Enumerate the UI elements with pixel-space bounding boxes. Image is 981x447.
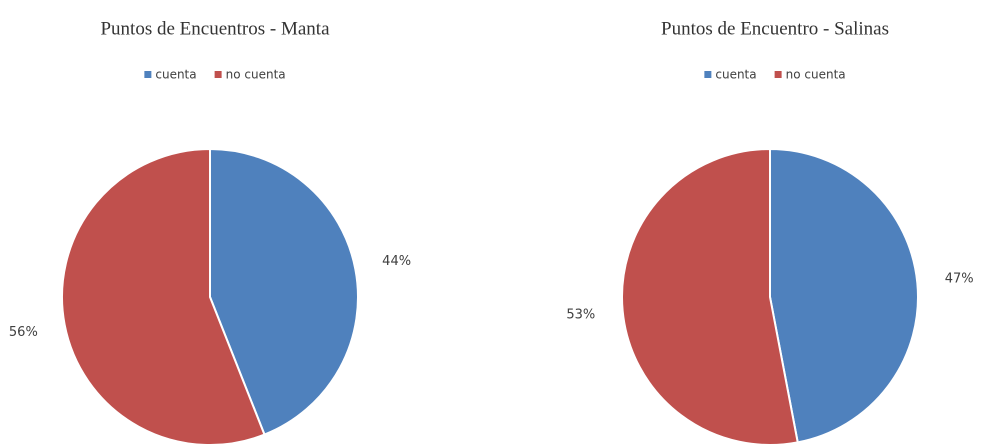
pie-chart: Puntos de Encuentros - Manta cuenta no cue…	[9, 18, 411, 446]
legend-swatch	[144, 71, 152, 78]
pie-slice	[61, 147, 266, 446]
pie-chart: Puntos de Encuentro - Salinas cuenta no cu…	[566, 18, 974, 446]
data-label: 53%	[566, 307, 595, 322]
legend: cuenta no cuenta	[144, 68, 286, 82]
legend: cuenta no cuenta	[704, 68, 846, 82]
legend-swatch	[704, 71, 712, 78]
chart-title: Puntos de Encuentro - Salinas	[661, 18, 889, 39]
legend-label: no cuenta	[786, 68, 846, 82]
legend-label: cuenta	[155, 68, 196, 82]
legend-label: cuenta	[715, 68, 756, 82]
pie-slice	[209, 147, 359, 436]
legend-swatch	[214, 71, 222, 78]
legend-swatch	[774, 71, 782, 78]
legend-label: no cuenta	[226, 68, 286, 82]
data-label: 56%	[9, 325, 38, 340]
data-label: 44%	[382, 254, 411, 269]
data-label: 47%	[945, 272, 974, 287]
pie-slice	[769, 147, 919, 444]
pie-slice	[621, 147, 799, 446]
chart-title: Puntos de Encuentros - Manta	[100, 18, 330, 39]
